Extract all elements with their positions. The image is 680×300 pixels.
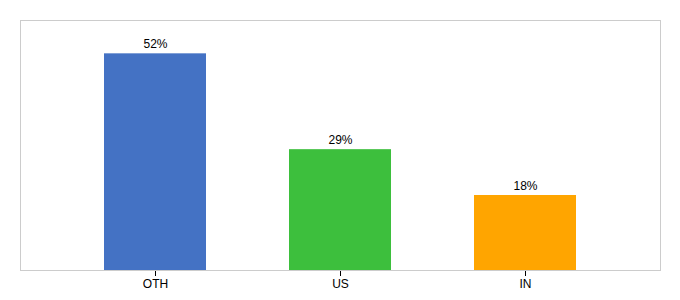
svg-text:IN: IN bbox=[520, 277, 532, 291]
svg-text:US: US bbox=[332, 277, 349, 291]
svg-text:29%: 29% bbox=[328, 133, 352, 147]
svg-text:OTH: OTH bbox=[143, 277, 168, 291]
svg-text:18%: 18% bbox=[513, 179, 537, 193]
svg-text:52%: 52% bbox=[143, 37, 167, 51]
